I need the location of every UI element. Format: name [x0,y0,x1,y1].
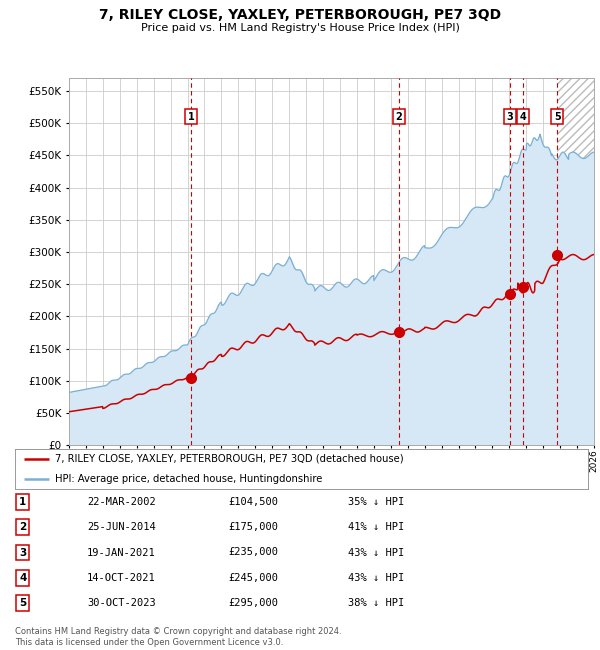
Text: Price paid vs. HM Land Registry's House Price Index (HPI): Price paid vs. HM Land Registry's House … [140,23,460,32]
Text: 38% ↓ HPI: 38% ↓ HPI [348,598,404,608]
Text: 41% ↓ HPI: 41% ↓ HPI [348,522,404,532]
Text: 5: 5 [554,112,560,122]
Text: 2: 2 [19,522,26,532]
Text: 35% ↓ HPI: 35% ↓ HPI [348,497,404,507]
Text: This data is licensed under the Open Government Licence v3.0.: This data is licensed under the Open Gov… [15,638,283,647]
Text: 3: 3 [507,112,514,122]
Text: 19-JAN-2021: 19-JAN-2021 [87,547,156,558]
Text: HPI: Average price, detached house, Huntingdonshire: HPI: Average price, detached house, Hunt… [55,474,322,484]
Text: 3: 3 [19,547,26,558]
Text: 25-JUN-2014: 25-JUN-2014 [87,522,156,532]
Text: 2: 2 [395,112,402,122]
Text: £295,000: £295,000 [228,598,278,608]
Text: 5: 5 [19,598,26,608]
Text: 4: 4 [19,573,26,583]
Text: £104,500: £104,500 [228,497,278,507]
Text: 43% ↓ HPI: 43% ↓ HPI [348,573,404,583]
Text: £235,000: £235,000 [228,547,278,558]
Text: 4: 4 [520,112,526,122]
Text: 22-MAR-2002: 22-MAR-2002 [87,497,156,507]
Text: 14-OCT-2021: 14-OCT-2021 [87,573,156,583]
Text: £175,000: £175,000 [228,522,278,532]
Text: 1: 1 [188,112,194,122]
Text: 1: 1 [19,497,26,507]
Text: 7, RILEY CLOSE, YAXLEY, PETERBOROUGH, PE7 3QD (detached house): 7, RILEY CLOSE, YAXLEY, PETERBOROUGH, PE… [55,454,404,463]
Text: Contains HM Land Registry data © Crown copyright and database right 2024.: Contains HM Land Registry data © Crown c… [15,627,341,636]
Text: 7, RILEY CLOSE, YAXLEY, PETERBOROUGH, PE7 3QD: 7, RILEY CLOSE, YAXLEY, PETERBOROUGH, PE… [99,8,501,22]
Text: 43% ↓ HPI: 43% ↓ HPI [348,547,404,558]
Text: £245,000: £245,000 [228,573,278,583]
Text: 30-OCT-2023: 30-OCT-2023 [87,598,156,608]
